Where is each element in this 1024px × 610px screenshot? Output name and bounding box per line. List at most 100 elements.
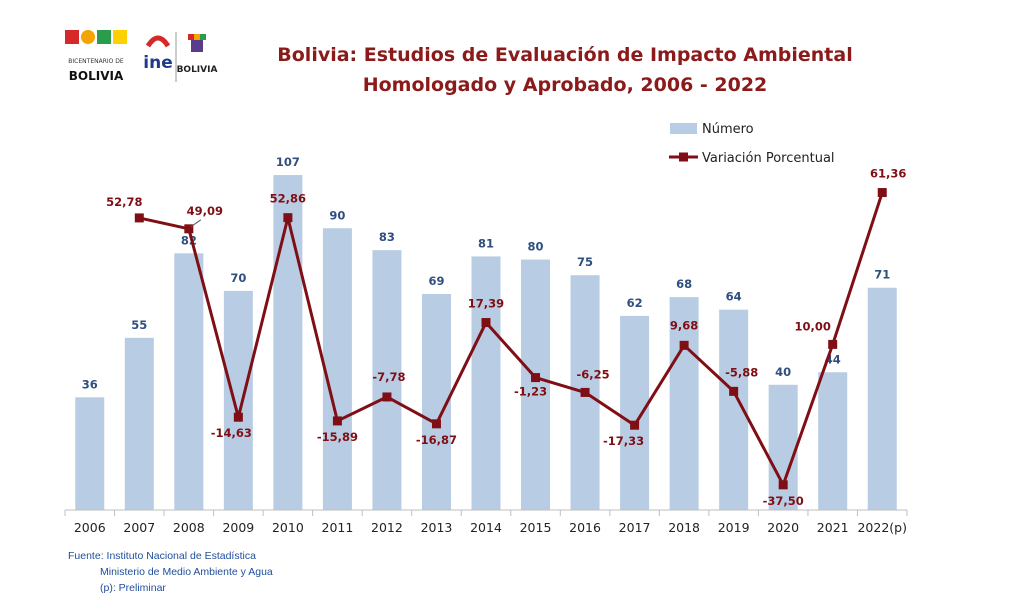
line-label: -1,23 <box>514 385 547 399</box>
line-label: 9,68 <box>670 318 698 332</box>
legend-swatch-bar <box>670 123 697 134</box>
x-tick-label: 2013 <box>421 520 453 535</box>
legend: Número Variación Porcentual <box>669 122 835 166</box>
bar-label: 75 <box>577 255 593 269</box>
line-label: -16,87 <box>416 433 457 447</box>
bar-label: 83 <box>379 230 395 244</box>
variation-line <box>138 192 884 487</box>
line-label: 10,00 <box>795 319 831 333</box>
ine-logo: ine <box>143 35 173 73</box>
line-marker <box>332 416 342 426</box>
x-tick-label: 2016 <box>569 520 601 535</box>
title-line-2: Homologado y Aprobado, 2006 - 2022 <box>362 74 768 96</box>
line-marker <box>630 420 640 430</box>
x-tick-label: 2021 <box>817 520 849 535</box>
line-label: -15,89 <box>317 430 358 444</box>
line-series <box>134 188 887 490</box>
bar <box>471 256 501 510</box>
bar <box>620 315 650 510</box>
x-tick-label: 2007 <box>123 520 155 535</box>
bar-label: 64 <box>726 290 742 304</box>
x-tick-label: 2012 <box>371 520 403 535</box>
line-marker <box>283 213 293 223</box>
x-tick-label: 2014 <box>470 520 502 535</box>
line-label: 52,78 <box>106 195 142 209</box>
bar <box>223 290 253 510</box>
svg-text:ine: ine <box>143 53 172 73</box>
bar <box>322 228 352 510</box>
x-tick-label: 2015 <box>520 520 552 535</box>
line-marker <box>382 392 392 402</box>
line-marker <box>679 340 689 350</box>
bar-label: 36 <box>82 377 98 391</box>
bar <box>669 297 699 510</box>
bar <box>174 253 204 510</box>
line-label: -6,25 <box>576 367 609 381</box>
x-tick-label: 2011 <box>322 520 354 535</box>
line-marker <box>828 339 838 349</box>
bar <box>867 287 897 510</box>
x-tick-label: 2017 <box>619 520 651 535</box>
bar-label: 90 <box>329 208 345 222</box>
legend-label-bar: Número <box>702 122 754 137</box>
line-marker <box>580 387 590 397</box>
legend-marker-line <box>679 152 688 162</box>
bar-label: 62 <box>627 296 643 310</box>
line-label: -14,63 <box>211 426 252 440</box>
line-labels: 52,78 49,09 -14,63 52,86 -15,89 -7,78 -16,87 17… <box>106 167 906 508</box>
bar-label: 40 <box>775 365 791 379</box>
line-marker <box>877 188 887 198</box>
logos: BICENTENARIO DE BOLIVIA ine BOLIVIA <box>65 30 218 83</box>
bar-label: 81 <box>478 236 494 250</box>
x-tick-label: 2010 <box>272 520 304 535</box>
bar-label: 80 <box>528 240 544 254</box>
bar <box>521 259 551 510</box>
bar <box>818 372 848 510</box>
line-marker <box>729 386 739 396</box>
source-line-2: Ministerio de Medio Ambiente y Agua <box>100 566 273 578</box>
legend-label-line: Variación Porcentual <box>702 151 835 166</box>
line-label: -17,33 <box>603 434 644 448</box>
bar-label: 69 <box>428 274 444 288</box>
line-marker <box>531 373 541 383</box>
x-tick-label: 2018 <box>668 520 700 535</box>
bolivia-shield-logo: BOLIVIA <box>177 34 218 75</box>
x-tick-label: 2008 <box>173 520 205 535</box>
line-marker <box>778 480 788 490</box>
bar-label: 107 <box>276 155 300 169</box>
bicentenario-logo: BICENTENARIO DE BOLIVIA <box>65 30 127 83</box>
source-note: Fuente: Instituto Nacional de Estadístic… <box>68 548 273 596</box>
line-marker <box>431 419 441 429</box>
source-line-3: (p): Preliminar <box>100 582 166 594</box>
line-marker <box>233 412 243 422</box>
line-label: -5,88 <box>725 365 758 379</box>
line-label: -7,78 <box>372 370 405 384</box>
bar <box>768 384 798 510</box>
bar <box>75 397 105 510</box>
line-label: 17,39 <box>468 297 504 311</box>
bar <box>372 250 402 510</box>
x-tick-label: 2020 <box>767 520 799 535</box>
line-label: -37,50 <box>763 494 804 508</box>
line-label: 49,09 <box>187 204 223 218</box>
source-line-1: Fuente: Instituto Nacional de Estadístic… <box>68 550 256 562</box>
bar <box>273 175 303 511</box>
label-leader-line <box>190 219 202 228</box>
x-tick-label: 2009 <box>222 520 254 535</box>
x-axis: 2006 2007 2008 2009 2010 2011 2012 2013 2014 2015… <box>64 509 908 535</box>
bar-label: 68 <box>676 277 692 291</box>
svg-text:BOLIVIA: BOLIVIA <box>69 69 124 83</box>
title-line-1: Bolivia: Estudios de Evaluación de Impac… <box>277 44 853 66</box>
chart-title: Bolivia: Estudios de Evaluación de Impac… <box>215 40 915 100</box>
svg-text:BOLIVIA: BOLIVIA <box>177 65 218 75</box>
bar-label: 70 <box>230 271 246 285</box>
bar <box>124 337 154 510</box>
x-tick-label: 2022(p) <box>857 520 907 535</box>
bar-label: 71 <box>874 268 890 282</box>
line-label: 52,86 <box>270 192 306 206</box>
x-tick-label: 2006 <box>74 520 106 535</box>
line-label: 61,36 <box>870 167 906 181</box>
svg-text:BICENTENARIO DE: BICENTENARIO DE <box>68 58 124 65</box>
